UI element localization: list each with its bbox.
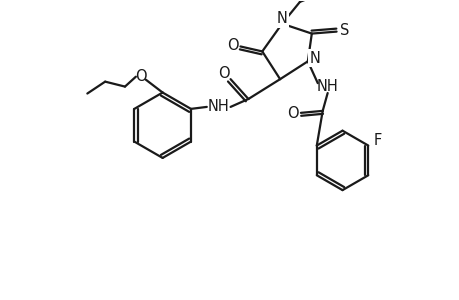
- Text: F: F: [373, 133, 381, 148]
- Text: O: O: [135, 69, 146, 84]
- Text: N: N: [308, 51, 319, 66]
- Text: NH: NH: [316, 79, 338, 94]
- Text: O: O: [218, 66, 229, 81]
- Text: O: O: [226, 38, 238, 53]
- Text: O: O: [286, 106, 298, 121]
- Text: N: N: [276, 11, 287, 26]
- Text: S: S: [339, 23, 348, 38]
- Text: NH: NH: [207, 99, 229, 114]
